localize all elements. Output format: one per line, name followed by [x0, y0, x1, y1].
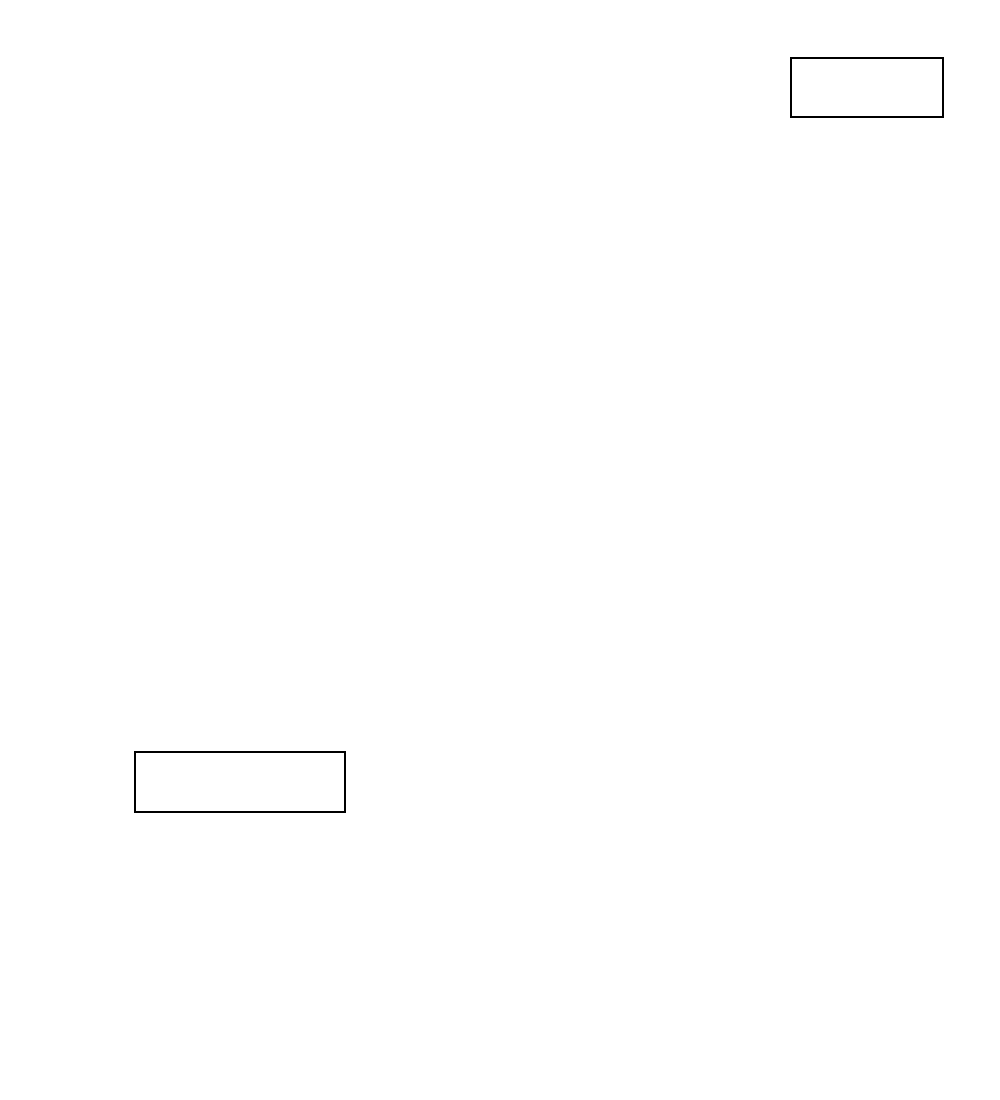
legend-rupture-bars — [134, 751, 346, 813]
available-ruptures-swatch — [141, 768, 150, 782]
legend-item-nucleation — [797, 88, 937, 93]
participation-line-swatch — [797, 82, 816, 87]
nucleation-line-swatch — [797, 88, 816, 93]
utilized-ruptures-swatch — [141, 783, 150, 797]
legend-rate-curves — [790, 57, 944, 118]
legend-item-utilized — [141, 783, 339, 797]
legend-item-participation — [797, 82, 937, 87]
legend-item-available — [141, 768, 339, 782]
